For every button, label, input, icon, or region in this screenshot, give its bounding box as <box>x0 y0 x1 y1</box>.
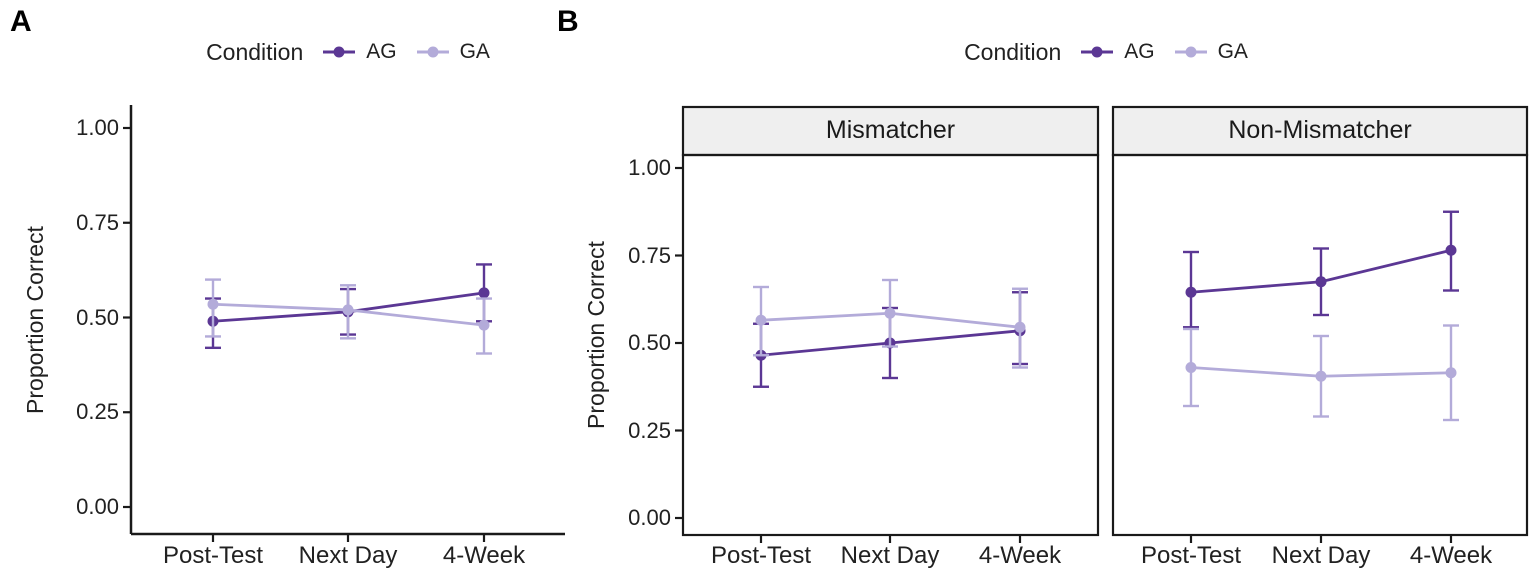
panel-b-label: B <box>557 5 579 38</box>
data-point <box>342 304 354 316</box>
data-point <box>1445 367 1457 379</box>
data-point <box>478 287 490 299</box>
x-tick-label: Next Day <box>1271 542 1371 569</box>
x-tick-label: Post-Test <box>162 542 264 569</box>
y-tick-label: 0.00 <box>76 494 119 519</box>
legend-item-label: AG <box>366 40 397 63</box>
data-point <box>1014 321 1026 333</box>
ga-pointrange-swatch-icon <box>1174 46 1207 58</box>
y-tick-label: 1.00 <box>628 155 671 180</box>
x-tick-label: Next Day <box>298 542 398 569</box>
series-ag <box>1183 210 1459 329</box>
legend-item-label: GA <box>1217 40 1248 63</box>
data-point <box>1185 286 1197 298</box>
data-point <box>478 319 490 331</box>
x-tick-label: Post-Test <box>1140 542 1242 569</box>
legend-item-ga: GA <box>1173 40 1248 64</box>
data-point <box>1445 244 1457 256</box>
legend-title: Condition <box>206 38 304 65</box>
legend-item-ga: GA <box>415 40 490 64</box>
legend-item-ag: AG <box>1079 40 1155 64</box>
y-tick-label: 0.25 <box>76 399 119 425</box>
panel-b-facet-mismatcher <box>675 105 1100 543</box>
y-tick-label: 0.50 <box>628 330 671 355</box>
facet-strip-title-mismatcher: Mismatcher <box>825 116 956 144</box>
data-point <box>884 307 896 319</box>
x-tick-label: Next Day <box>840 542 940 569</box>
legend-panel-a: Condition AG GA <box>131 37 565 67</box>
data-point <box>1315 370 1327 382</box>
y-tick-label: 0.25 <box>628 417 671 443</box>
data-point <box>1315 276 1327 288</box>
series-ga <box>753 278 1028 369</box>
legend-item-label: GA <box>459 40 490 63</box>
facet-strip <box>1111 105 1529 157</box>
x-tick-label: 4-Week <box>442 542 526 569</box>
x-tick-label: 4-Week <box>1409 542 1493 569</box>
y-tick-label: 0.75 <box>76 209 119 235</box>
x-tick-label: 4-Week <box>978 542 1062 569</box>
data-point <box>207 298 219 310</box>
facet-strip-title-non-mismatcher: Non-Mismatcher <box>1228 116 1412 144</box>
facet-strip <box>681 105 1100 157</box>
data-point <box>1185 362 1197 373</box>
legend-title: Condition <box>964 38 1062 65</box>
ag-pointrange-swatch-icon <box>323 46 356 58</box>
panel-b-facet-non-mismatcher <box>1111 105 1529 543</box>
series-ga <box>1183 324 1459 422</box>
x-tick-label: Post-Test <box>710 542 812 569</box>
y-tick-label: 0.75 <box>628 242 671 268</box>
data-point <box>755 314 767 326</box>
y-tick-label: 0.50 <box>76 304 119 330</box>
ag-pointrange-swatch-icon <box>1081 46 1114 58</box>
y-tick-label: 1.00 <box>76 115 119 140</box>
ga-pointrange-swatch-icon <box>416 46 449 58</box>
legend-item-ag: AG <box>321 40 397 64</box>
legend-item-label: AG <box>1124 40 1155 63</box>
y-tick-label: 0.00 <box>628 505 671 530</box>
legend-panel-b: Condition AG GA <box>683 37 1529 67</box>
panel-a-label: A <box>10 5 32 38</box>
panel-a-plot <box>123 105 565 542</box>
series-ga <box>205 278 492 355</box>
